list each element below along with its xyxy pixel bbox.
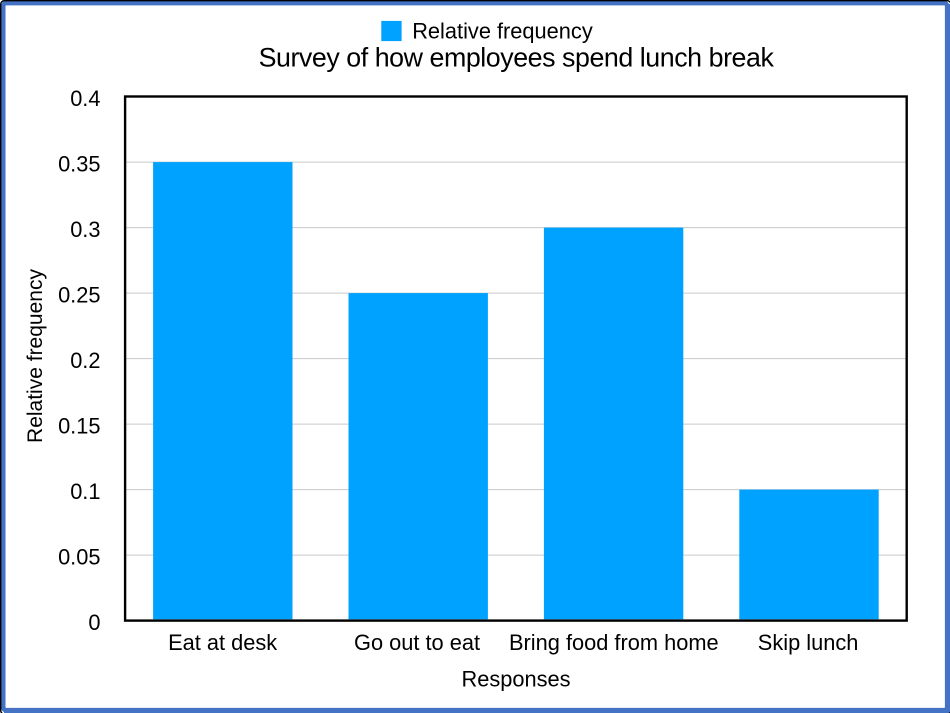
svg-text:Bring food from home: Bring food from home xyxy=(509,630,719,655)
svg-text:0.2: 0.2 xyxy=(70,348,100,373)
svg-text:0.05: 0.05 xyxy=(58,545,100,570)
svg-text:0.25: 0.25 xyxy=(58,283,100,308)
svg-text:Relative frequency: Relative frequency xyxy=(412,19,593,44)
svg-text:Responses: Responses xyxy=(461,667,570,692)
svg-text:Survey of how employees spend: Survey of how employees spend lunch brea… xyxy=(259,43,775,73)
svg-text:0.1: 0.1 xyxy=(70,479,100,504)
svg-text:0.15: 0.15 xyxy=(58,414,100,439)
svg-text:Eat at desk: Eat at desk xyxy=(168,630,277,655)
svg-text:Relative frequency: Relative frequency xyxy=(24,269,47,443)
svg-text:0: 0 xyxy=(88,610,100,635)
svg-text:Go out to eat: Go out to eat xyxy=(354,630,480,655)
svg-text:0.3: 0.3 xyxy=(70,217,100,242)
svg-text:0.35: 0.35 xyxy=(58,152,100,177)
svg-text:Skip lunch: Skip lunch xyxy=(758,630,859,655)
svg-text:0.4: 0.4 xyxy=(70,86,100,111)
